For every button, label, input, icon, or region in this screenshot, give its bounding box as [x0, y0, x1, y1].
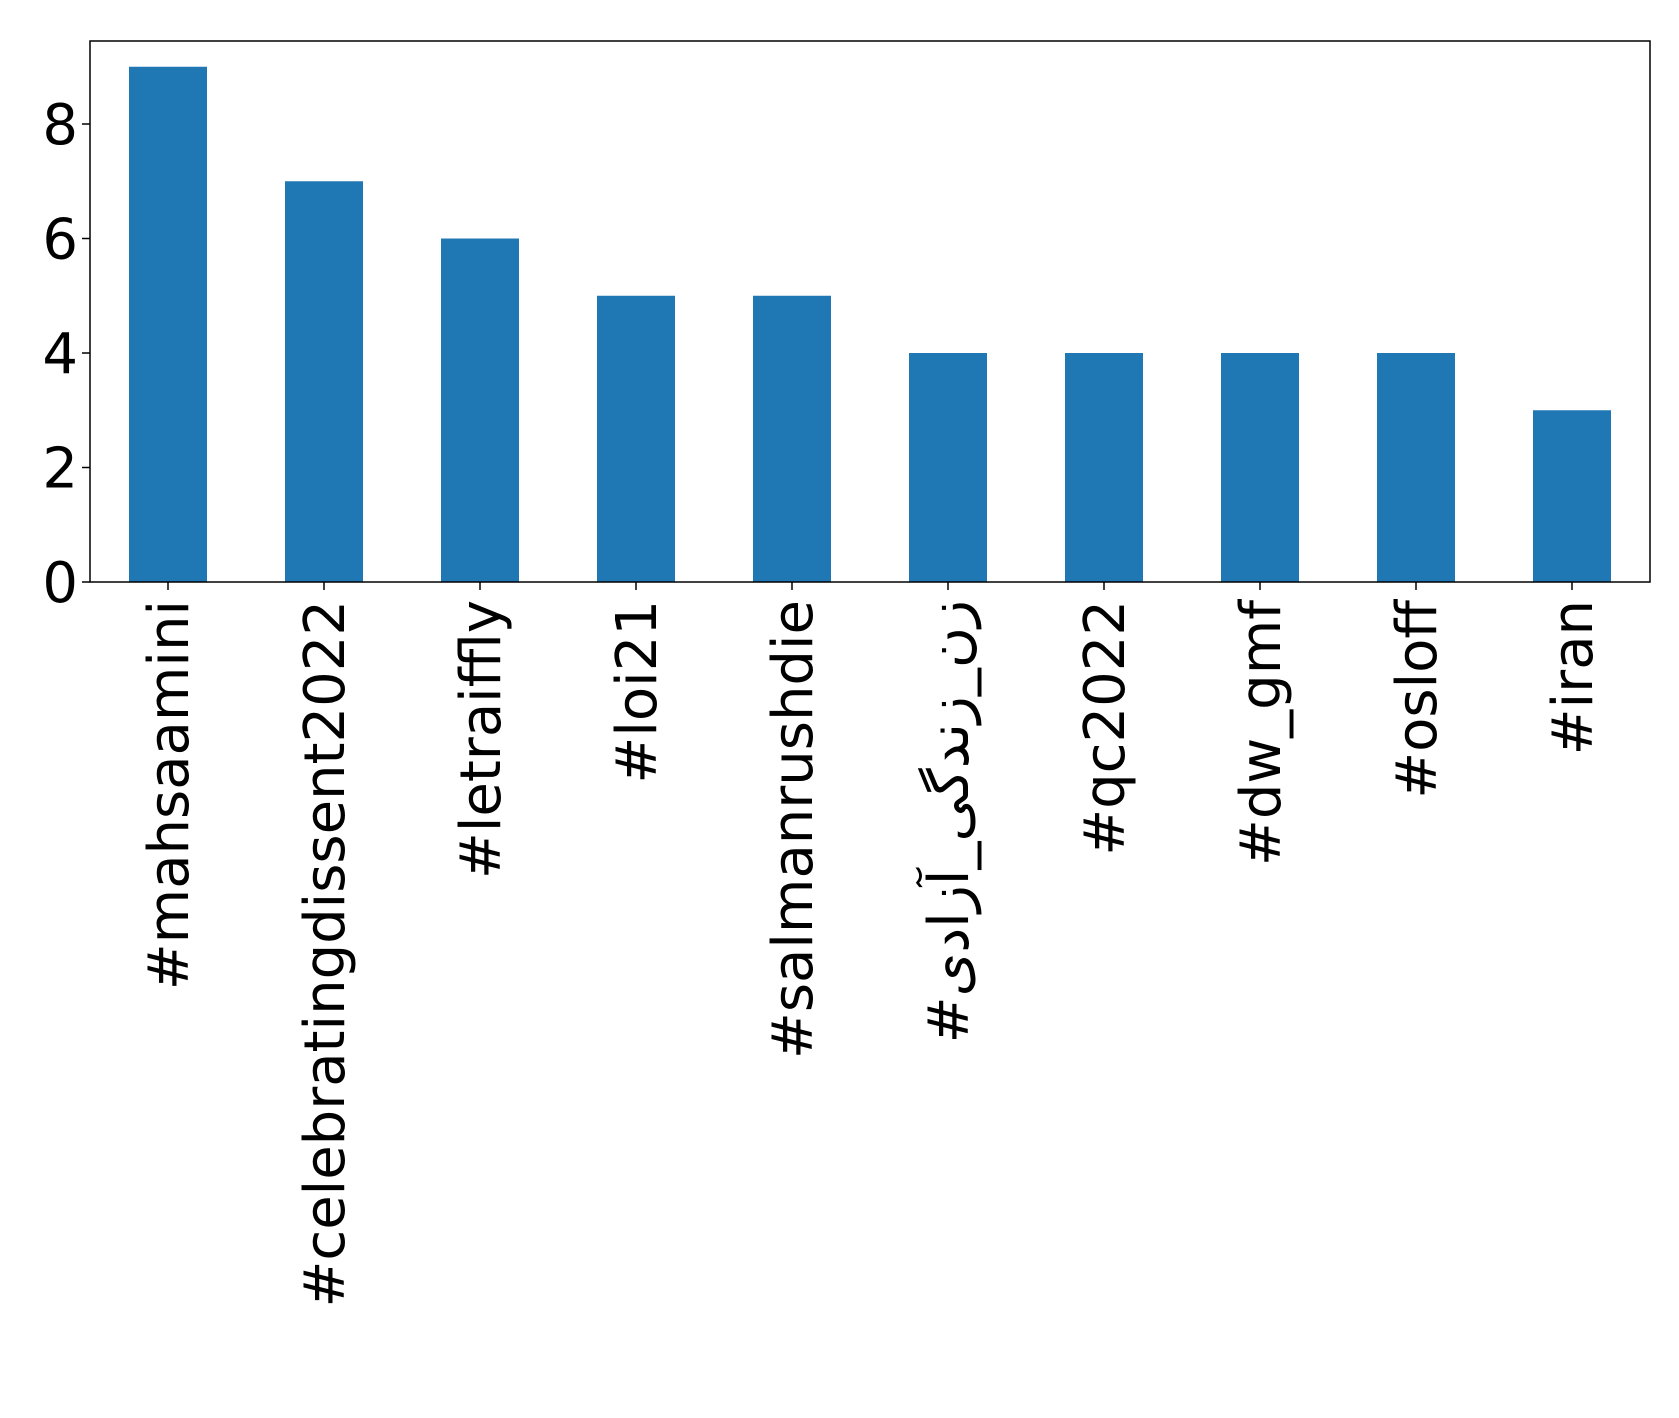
bar-6	[1065, 353, 1143, 582]
bars-group	[129, 66, 1611, 582]
bar-5	[909, 353, 987, 582]
x-tick-label-9: #iran	[1541, 600, 1606, 755]
bar-9	[1533, 410, 1611, 582]
bar-4	[753, 295, 831, 582]
x-tick-label-4: #salmanrushdie	[761, 600, 826, 1059]
y-tick-label-2: 4	[42, 322, 78, 387]
y-tick-label-4: 8	[42, 93, 78, 158]
x-tick-label-5: #زن_زندگی_آزادی	[915, 600, 982, 1043]
y-tick-label-0: 0	[42, 551, 78, 616]
x-tick-label-8: #osloff	[1385, 599, 1450, 799]
y-axis: 0 2 4 6 8	[42, 93, 90, 616]
x-tick-label-1: #celebratingdissent2022	[293, 600, 358, 1308]
x-tick-label-0: #mahsaamini	[137, 600, 202, 990]
plot-frame	[89, 40, 1651, 583]
x-tick-label-7: #dw_gmf	[1229, 599, 1294, 866]
bar-0	[129, 66, 207, 582]
bar-8	[1377, 353, 1455, 582]
x-tick-label-3: #loi21	[605, 600, 670, 784]
y-tick-label-3: 6	[42, 208, 78, 273]
bar-2	[441, 238, 519, 582]
x-tick-label-2: #letraiffly	[449, 600, 514, 879]
bar-3	[597, 295, 675, 582]
y-tick-label-1: 2	[42, 437, 78, 502]
bar-1	[285, 181, 363, 582]
x-axis: #mahsaamini #celebratingdissent2022 #letra…	[137, 582, 1606, 1308]
x-tick-label-6: #qc2022	[1073, 600, 1138, 856]
bar-7	[1221, 353, 1299, 582]
